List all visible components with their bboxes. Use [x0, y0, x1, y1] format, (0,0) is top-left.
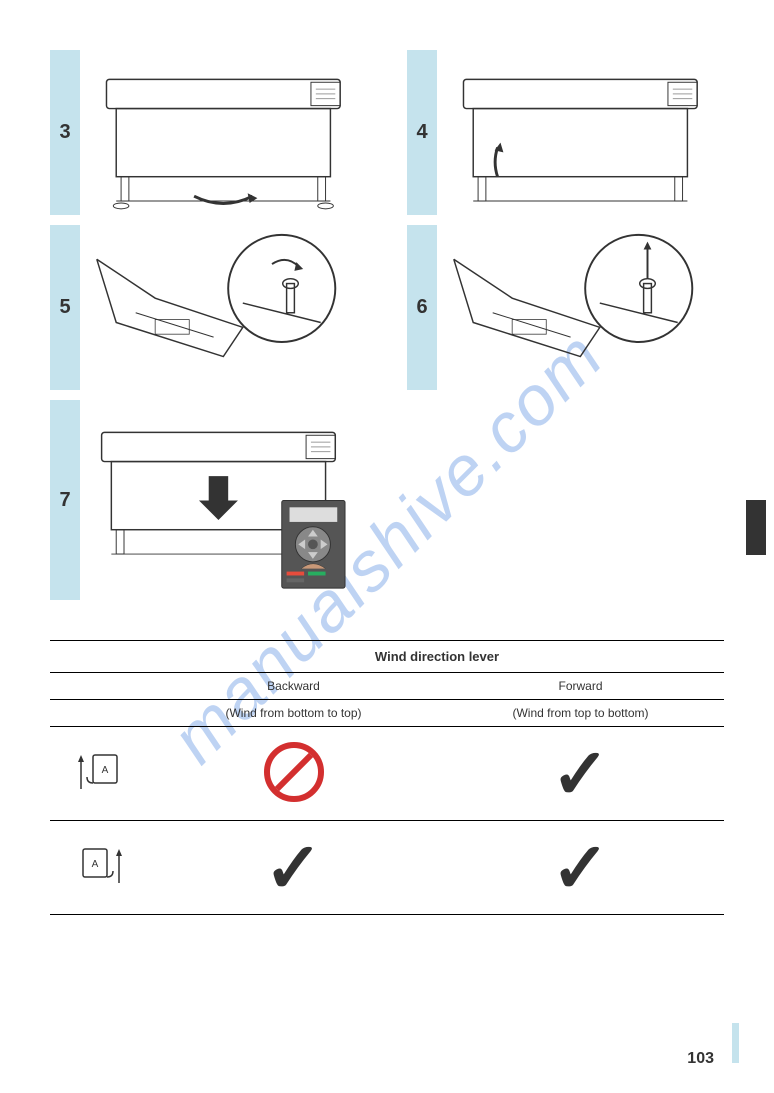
- step-number-4: 4: [407, 50, 437, 215]
- page-decoration: [732, 1023, 739, 1063]
- printer-side-icon: [444, 55, 717, 211]
- step-6-image: [437, 225, 724, 390]
- check-icon: ✓: [551, 735, 610, 813]
- roll-out-icon: A: [75, 747, 125, 797]
- step-number-3: 3: [50, 50, 80, 215]
- step-number-7: 7: [50, 400, 80, 600]
- subheader-forward: Forward: [437, 673, 724, 700]
- check-icon: ✓: [264, 829, 323, 907]
- step-4-image: [437, 50, 724, 215]
- step-5-image: [80, 225, 367, 390]
- subheader-empty: [50, 673, 150, 700]
- print-in-forward: ✓: [437, 821, 724, 915]
- step-4: 4: [407, 50, 724, 215]
- table-subheader-row: Backward Forward: [50, 673, 724, 700]
- steps-grid: 3 4: [0, 0, 774, 620]
- step-number-5: 5: [50, 225, 80, 390]
- subheader2-empty: [50, 700, 150, 727]
- table-subheader2-row: (Wind from bottom to top) (Wind from top…: [50, 700, 724, 727]
- table-row-print-in: A ✓ ✓: [50, 821, 724, 915]
- svg-text:A: A: [92, 859, 99, 870]
- step-7: 7: [50, 400, 367, 600]
- page-number: 103: [687, 1050, 714, 1068]
- step-7-image: [80, 400, 367, 600]
- print-out-backward: [150, 727, 437, 821]
- printer-front-icon: [87, 55, 360, 211]
- winding-table-section: Wind direction lever Backward Forward (W…: [0, 640, 774, 915]
- subheader2-bottom-top: (Wind from bottom to top): [150, 700, 437, 727]
- table-header-row: Wind direction lever: [50, 641, 724, 673]
- lever-detail-icon: [87, 230, 360, 386]
- subheader2-top-bottom: (Wind from top to bottom): [437, 700, 724, 727]
- print-side-in-label: A: [50, 821, 150, 915]
- step-3-image: [80, 50, 367, 215]
- print-in-backward: ✓: [150, 821, 437, 915]
- check-icon: ✓: [551, 829, 610, 907]
- winding-table: Wind direction lever Backward Forward (W…: [50, 640, 724, 915]
- empty-cell: [407, 400, 724, 600]
- header-wind-direction: Wind direction lever: [150, 641, 724, 673]
- step-3: 3: [50, 50, 367, 215]
- prohibit-icon: [264, 742, 324, 802]
- step-number-6: 6: [407, 225, 437, 390]
- step-5: 5: [50, 225, 367, 390]
- table-row-print-out: A ✓: [50, 727, 724, 821]
- page-content: 3 4: [0, 0, 774, 915]
- subheader-backward: Backward: [150, 673, 437, 700]
- roll-in-icon: A: [75, 841, 125, 891]
- printer-feed-icon: [87, 408, 360, 593]
- lever-detail-2-icon: [444, 230, 717, 386]
- print-out-forward: ✓: [437, 727, 724, 821]
- svg-text:A: A: [102, 765, 109, 776]
- print-side-out-label: A: [50, 727, 150, 821]
- step-6: 6: [407, 225, 724, 390]
- header-empty: [50, 641, 150, 673]
